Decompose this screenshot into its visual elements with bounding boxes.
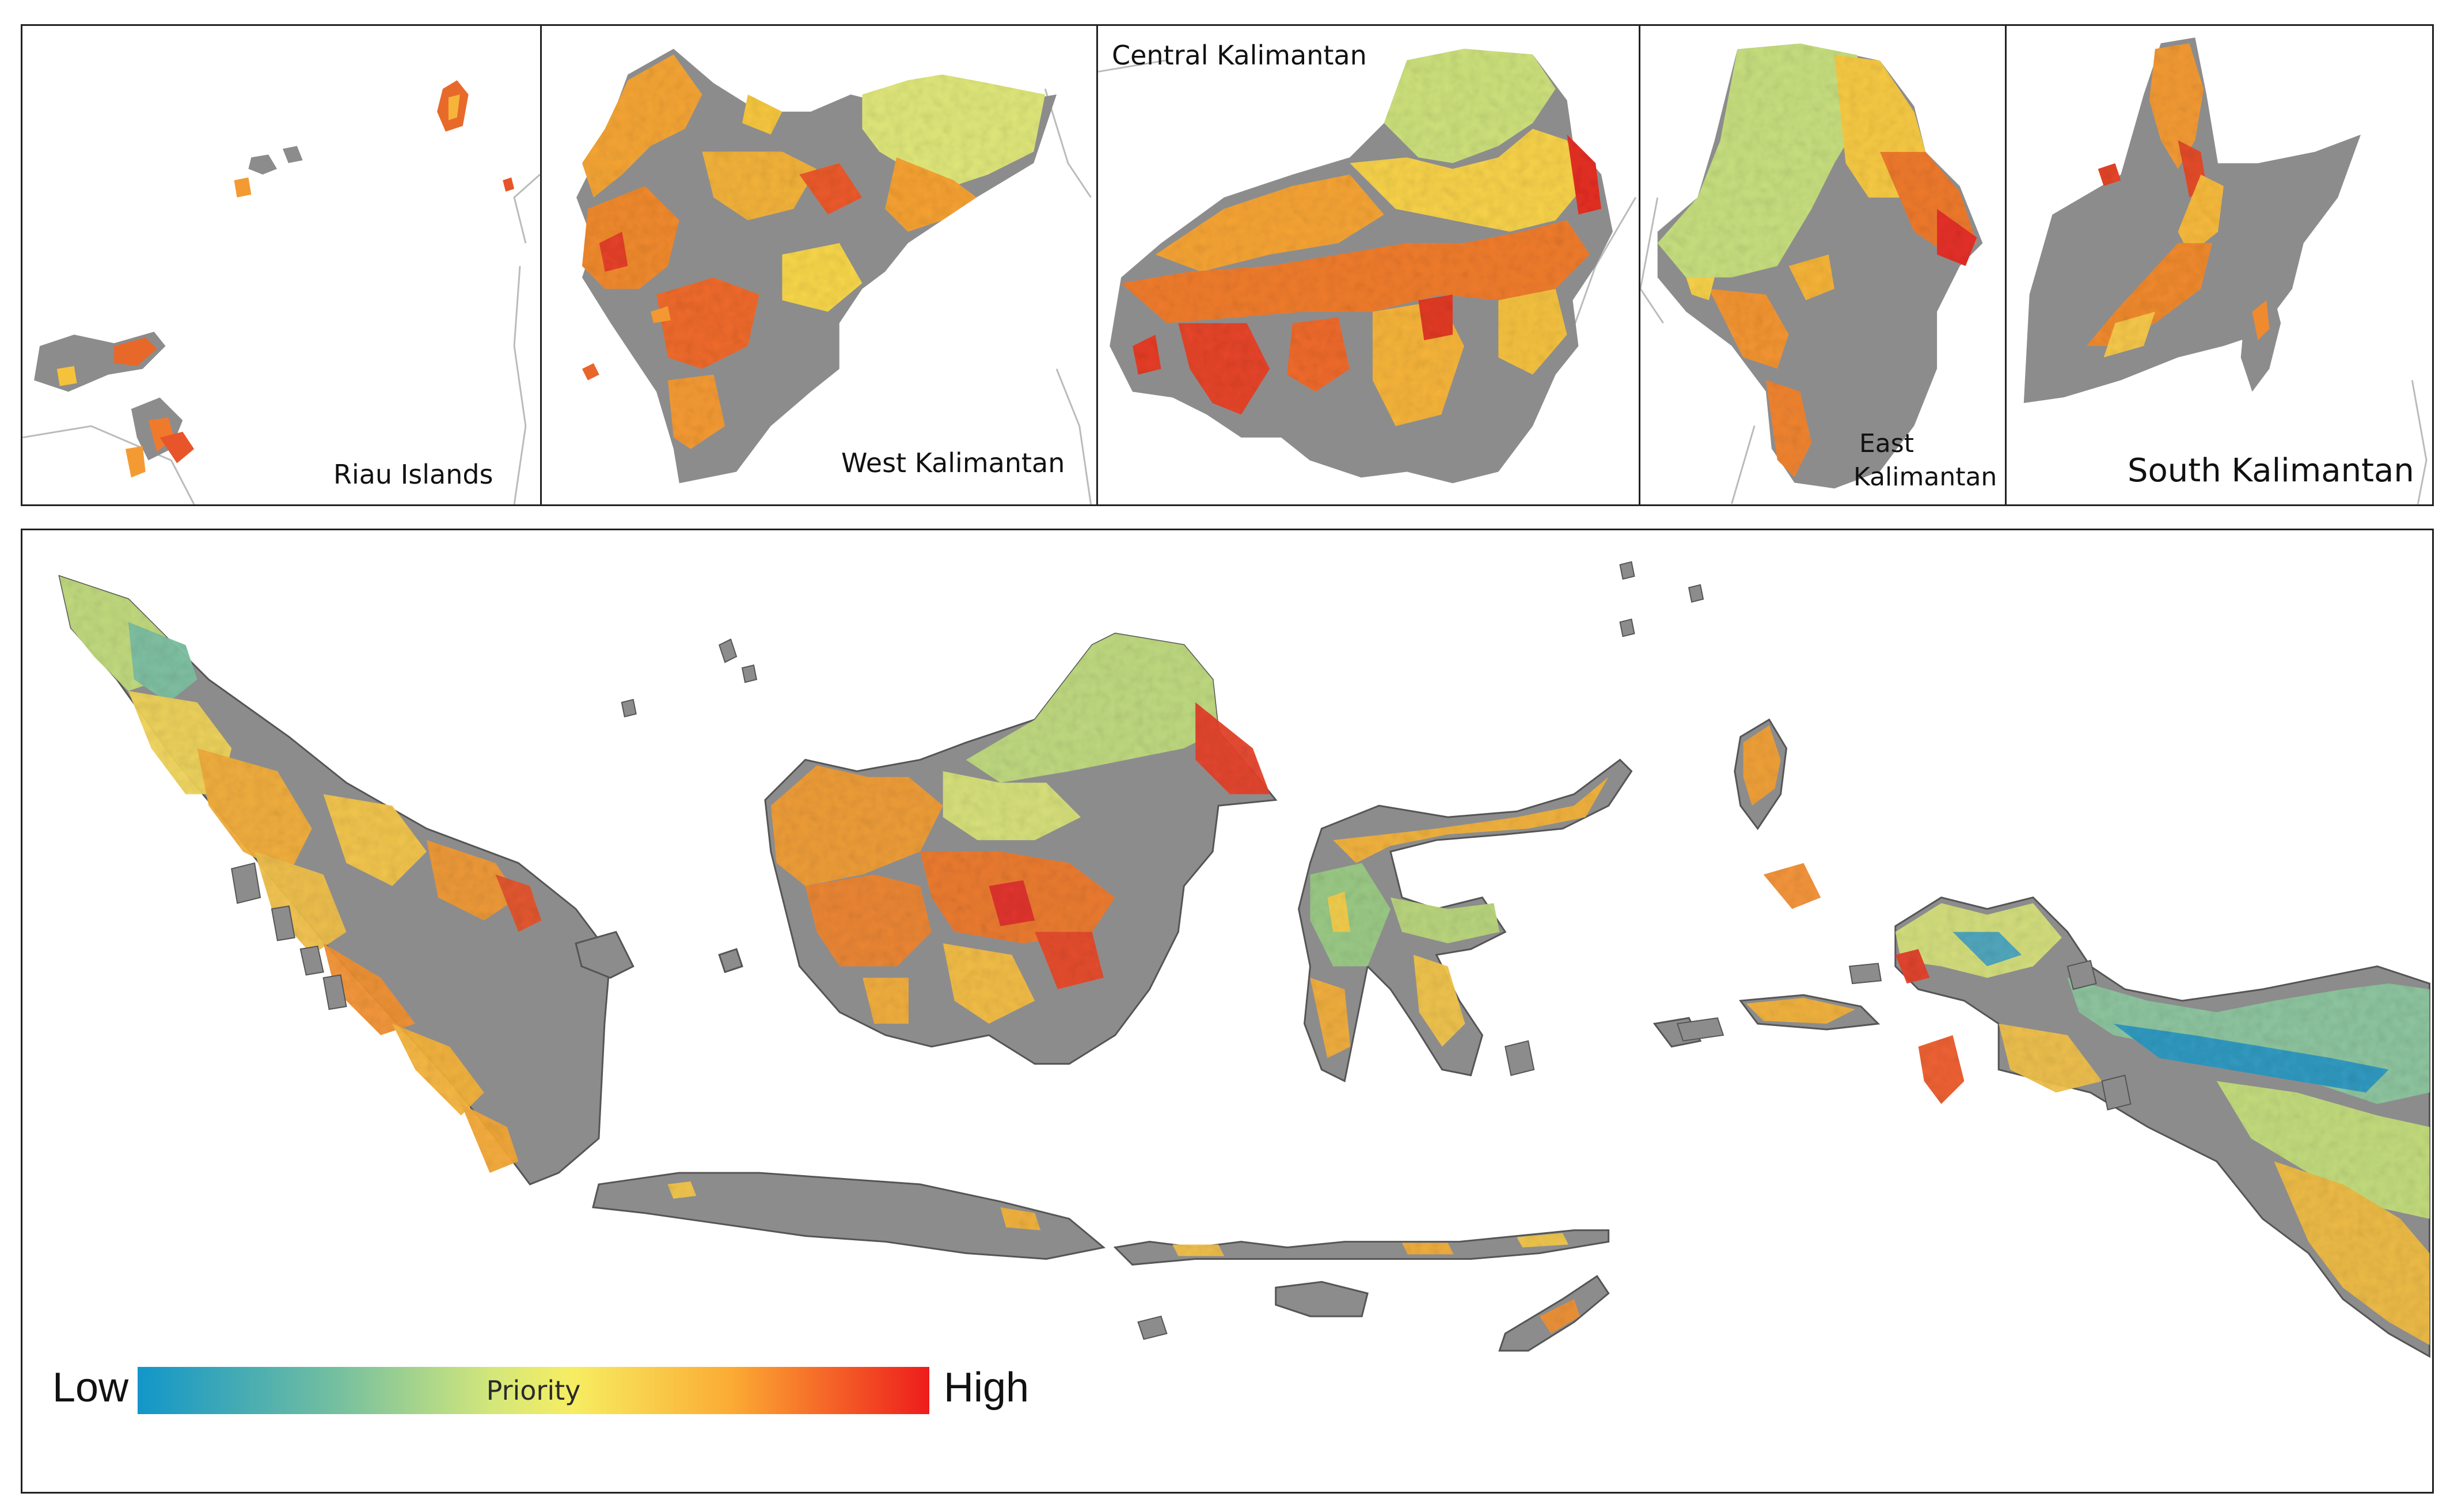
riau-islands-map xyxy=(22,80,540,504)
inset-central-kalimantan: Central Kalimantan xyxy=(1096,24,1640,506)
legend-low-label: Low xyxy=(52,1365,129,1411)
inset-label-south-kalimantan: South Kalimantan xyxy=(2128,452,2414,489)
region-java xyxy=(592,1172,1106,1260)
priority-overlay xyxy=(1657,43,1977,477)
central-kalimantan-map xyxy=(1098,48,1636,484)
inset-label-east-kalimantan-line2: Kalimantan xyxy=(1853,462,1997,492)
main-map-indonesia: Low Priority High xyxy=(21,529,2434,1494)
indonesia-priority-map xyxy=(58,561,2430,1358)
priority-overlay xyxy=(2086,43,2224,358)
region-bangka xyxy=(575,930,635,979)
islands xyxy=(34,80,515,478)
legend-color-bar: Priority xyxy=(138,1367,929,1414)
inset-label-riau-islands: Riau Islands xyxy=(333,459,493,490)
priority-overlay xyxy=(1121,48,1602,426)
inset-label-central-kalimantan: Central Kalimantan xyxy=(1112,40,1367,71)
land-outline xyxy=(22,174,540,504)
neighbor-boundary xyxy=(1044,88,1092,504)
island-laut-overlay xyxy=(2252,300,2270,340)
east-kalimantan-map xyxy=(1640,43,1983,504)
region-sumba xyxy=(1275,1281,1369,1317)
inset-west-kalimantan: West Kalimantan xyxy=(540,24,1099,506)
priority-overlay xyxy=(582,54,1046,449)
south-kalimantan-map xyxy=(2023,37,2428,504)
region-small-islands xyxy=(718,948,743,974)
neighbor-boundary xyxy=(1640,197,1756,504)
legend-high-label: High xyxy=(944,1365,1030,1411)
west-kalimantan-map xyxy=(576,48,1092,504)
region-nusa-tenggara xyxy=(1113,1229,1610,1266)
inset-label-east-kalimantan-line1: East xyxy=(1859,429,1914,458)
inset-east-kalimantan: East Kalimantan xyxy=(1639,24,2007,506)
priority-overlay xyxy=(59,576,2430,1345)
island-west xyxy=(582,363,599,381)
legend-title: Priority xyxy=(486,1375,581,1406)
island-west-2 xyxy=(651,306,671,324)
inset-label-west-kalimantan: West Kalimantan xyxy=(841,447,1065,478)
inset-riau-islands: Riau Islands xyxy=(21,24,542,506)
neighbor-boundary xyxy=(2411,380,2428,504)
scattered-islands xyxy=(231,561,2132,1340)
inset-south-kalimantan: South Kalimantan xyxy=(2005,24,2434,506)
